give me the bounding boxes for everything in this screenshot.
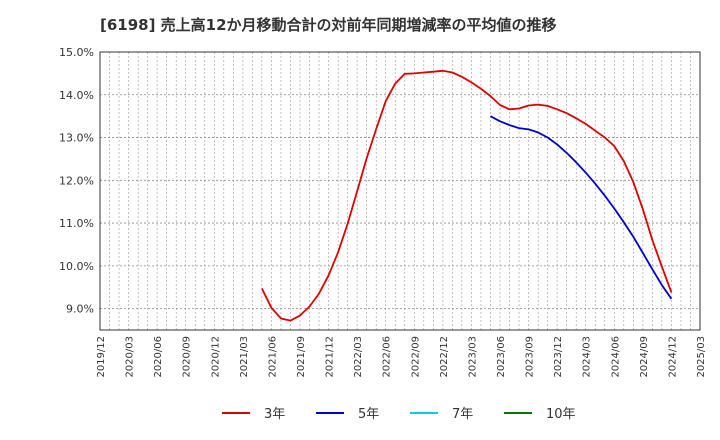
series-layer	[261, 69, 673, 322]
x-tick-label: 2020/09	[182, 336, 193, 378]
x-tick-label: 2021/06	[267, 336, 278, 378]
y-tick-label: 9.0%	[66, 303, 94, 316]
x-tick-label: 2020/06	[153, 336, 164, 378]
x-axis: 2019/12 2020/03 2020/06 2020/09 2020/12 2021/…	[96, 336, 707, 378]
chart-title: [6198] 売上高12か月移動合計の対前年同期増減率の平均値の推移	[100, 16, 557, 34]
x-tick-label: 2023/12	[553, 336, 564, 378]
legend-label-4: 10年	[546, 407, 576, 422]
y-tick-label: 12.0%	[59, 174, 94, 187]
x-tick-label: 2024/03	[582, 336, 593, 378]
x-tick-label: 2022/09	[410, 336, 421, 378]
y-tick-label: 15.0%	[59, 46, 94, 59]
x-tick-label: 2022/03	[353, 336, 364, 378]
plot-frame	[99, 51, 701, 331]
x-tick-label: 2024/09	[639, 336, 650, 378]
y-tick-label: 11.0%	[59, 217, 94, 230]
y-tick-label: 13.0%	[59, 132, 94, 145]
x-tick-label: 2023/06	[496, 336, 507, 378]
legend-label-2: 5年	[358, 407, 379, 422]
x-tick-label: 2025/03	[696, 336, 707, 378]
x-tick-label: 2019/12	[96, 336, 107, 378]
legend: 3年 5年 7年 10年	[222, 407, 576, 422]
x-tick-label: 2021/09	[296, 336, 307, 378]
x-tick-label: 2024/06	[610, 336, 621, 378]
x-tick-label: 2022/06	[382, 336, 393, 378]
x-tick-label: 2023/03	[467, 336, 478, 378]
y-tick-label: 10.0%	[59, 260, 94, 273]
x-tick-label: 2022/12	[439, 336, 450, 378]
legend-label-3: 7年	[452, 407, 473, 422]
series-line-2	[490, 115, 673, 300]
x-tick-label: 2021/03	[239, 336, 250, 378]
y-axis: 9.0% 10.0% 11.0% 12.0% 13.0% 14.0% 15.0%	[59, 46, 94, 316]
x-tick-label: 2024/12	[667, 336, 678, 378]
x-tick-label: 2020/12	[210, 336, 221, 378]
y-tick-label: 14.0%	[59, 89, 94, 102]
grid-layer	[100, 51, 700, 330]
x-tick-label: 2023/09	[525, 336, 536, 378]
legend-label-1: 3年	[264, 407, 285, 422]
series-line-1	[261, 69, 673, 322]
x-tick-label: 2020/03	[125, 336, 136, 378]
x-tick-label: 2021/12	[325, 336, 336, 378]
